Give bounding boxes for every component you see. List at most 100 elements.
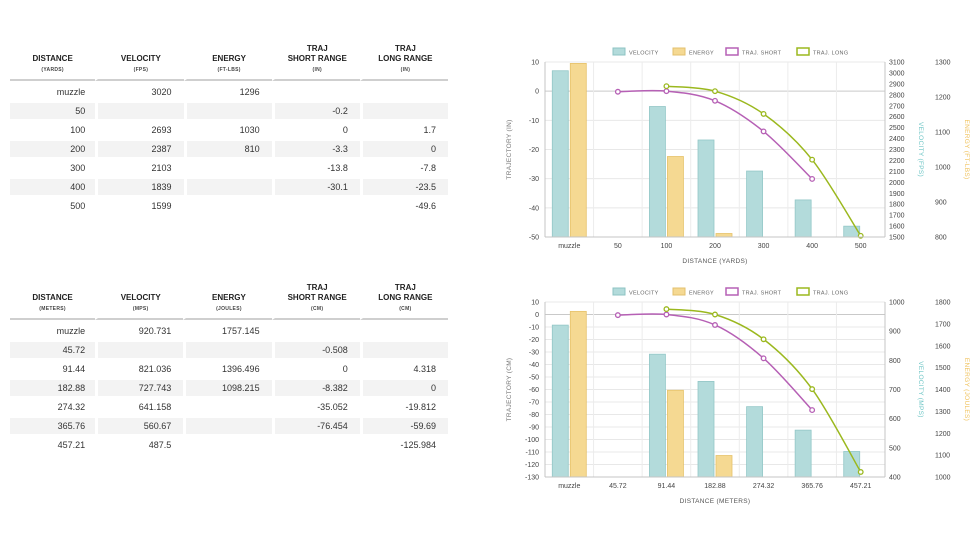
left-tick-label: -40 xyxy=(529,205,539,212)
velocity-bar xyxy=(746,406,763,478)
table-cell xyxy=(183,176,272,195)
table-cell: 487.5 xyxy=(95,434,184,453)
table-cell: -23.5 xyxy=(359,176,448,195)
energy-tick-label: 1500 xyxy=(935,365,951,372)
traj-long-point xyxy=(857,469,864,475)
table-row: 182.88 727.743 1098.215 -8.382 0 xyxy=(10,377,448,396)
legend-label: ENERGY xyxy=(689,291,714,297)
energy-bar xyxy=(569,62,587,238)
chart-imperial: VELOCITY ENERGY TRAJ. SHORT TRAJ. LONG100-1… xyxy=(506,47,970,265)
legend-label: TRAJ. LONG xyxy=(813,51,848,57)
left-tick-label: -30 xyxy=(529,350,539,357)
velocity-tick-label: 500 xyxy=(889,445,901,452)
energy-axis-title: ENERGY (FT-LBS) xyxy=(963,119,970,179)
table-header: TRAJ LONG RANGE (IN) xyxy=(359,44,448,81)
velocity-tick-label: 2900 xyxy=(889,81,905,88)
table-cell: -8.382 xyxy=(271,377,360,396)
header-title: VELOCITY xyxy=(120,54,161,63)
legend-label: TRAJ. LONG xyxy=(813,291,848,297)
table-cell: 365.76 xyxy=(10,415,96,434)
left-axis-title: TRAJECTORY (IN) xyxy=(506,119,513,179)
velocity-bar xyxy=(794,429,812,478)
table-cell: -35.052 xyxy=(271,396,360,415)
traj-long-point xyxy=(809,386,816,393)
header-title: DISTANCE xyxy=(32,293,73,302)
header-unit: (IN) xyxy=(400,67,411,73)
x-tick-label: 45.72 xyxy=(609,483,627,490)
traj-short-point xyxy=(712,97,718,104)
velocity-tick-label: 800 xyxy=(889,358,901,365)
table-cell: 182.88 xyxy=(10,377,96,396)
left-tick-label: 10 xyxy=(531,60,539,67)
table-header: DISTANCE (YARDS) xyxy=(10,44,96,81)
left-tick-label: -50 xyxy=(529,235,539,242)
table-cell xyxy=(95,100,184,119)
x-tick-label: muzzle xyxy=(558,483,580,490)
energy-tick-label: 1200 xyxy=(935,95,951,102)
velocity-bar xyxy=(649,353,666,478)
table-cell: 1030 xyxy=(183,119,272,138)
left-tick-label: -20 xyxy=(529,147,539,154)
table-cell xyxy=(183,157,272,176)
legend-swatch xyxy=(796,287,810,296)
table-cell xyxy=(183,415,272,434)
table-cell: 1599 xyxy=(95,195,184,214)
energy-tick-label: 1100 xyxy=(935,453,950,460)
table-row: 91.44 821.036 1396.496 0 4.318 xyxy=(10,358,448,377)
legend-swatch xyxy=(725,47,739,56)
table-row: 200 2387 810 -3.3 0 xyxy=(10,138,448,157)
velocity-tick-label: 700 xyxy=(889,387,901,394)
table-cell: -3.3 xyxy=(271,138,360,157)
energy-axis-title: ENERGY (JOULES) xyxy=(963,358,970,421)
table-cell: 821.036 xyxy=(95,358,184,377)
legend-swatch xyxy=(612,47,626,56)
header-unit: (CM) xyxy=(310,306,324,312)
energy-bar xyxy=(667,389,684,478)
table-cell: muzzle xyxy=(10,320,96,339)
velocity-tick-label: 2000 xyxy=(889,180,905,187)
legend-swatch xyxy=(672,47,686,56)
table-header: DISTANCE (METERS) xyxy=(10,283,96,320)
energy-tick-label: 1200 xyxy=(935,431,951,438)
left-axis-title: TRAJECTORY (CM) xyxy=(506,358,513,422)
table-cell xyxy=(183,339,272,358)
energy-tick-label: 1300 xyxy=(935,60,951,67)
velocity-bar xyxy=(746,170,763,238)
traj-short-point xyxy=(809,176,816,182)
header-unit: (YARDS) xyxy=(41,67,64,73)
ballistics-table-metric: DISTANCE (METERS) VELOCITY (MPS) ENERGY (JOUL… xyxy=(10,283,448,453)
velocity-tick-label: 2200 xyxy=(889,158,905,165)
table-cell xyxy=(183,434,272,453)
energy-bar xyxy=(667,156,684,238)
table-cell xyxy=(359,320,448,339)
velocity-tick-label: 2100 xyxy=(889,169,905,176)
header-unit: (FT-LBS) xyxy=(217,67,241,73)
legend-swatch xyxy=(672,287,686,296)
energy-bar xyxy=(715,455,733,478)
left-tick-label: -50 xyxy=(529,375,539,382)
table-cell: 457.21 xyxy=(10,434,96,453)
x-tick-label: 457.21 xyxy=(850,483,872,490)
traj-long-line xyxy=(666,308,862,473)
table-cell: 1296 xyxy=(183,81,272,100)
velocity-axis-title: VELOCITY (FPS) xyxy=(917,122,924,177)
left-tick-label: 0 xyxy=(535,89,539,96)
velocity-tick-label: 2300 xyxy=(889,147,905,154)
velocity-tick-label: 2700 xyxy=(889,103,905,110)
velocity-tick-label: 1500 xyxy=(889,235,905,242)
traj-short-point xyxy=(663,88,670,95)
traj-long-point xyxy=(760,110,767,117)
velocity-tick-label: 1800 xyxy=(889,202,905,209)
traj-short-point xyxy=(809,407,816,414)
left-tick-label: -100 xyxy=(525,437,539,444)
table-cell: 3020 xyxy=(95,81,184,100)
table-cell: -0.2 xyxy=(271,100,360,119)
traj-long-point xyxy=(809,156,816,163)
left-tick-label: -110 xyxy=(526,450,540,457)
table-row: 300 2103 -13.8 -7.8 xyxy=(10,157,448,176)
table-cell: 45.72 xyxy=(10,339,96,358)
ballistics-table-imperial: DISTANCE (YARDS) VELOCITY (FPS) ENERGY (FT-LB… xyxy=(10,44,448,214)
table-header: VELOCITY (FPS) xyxy=(95,44,184,81)
velocity-tick-label: 2800 xyxy=(889,92,905,99)
x-tick-label: 200 xyxy=(709,243,721,250)
